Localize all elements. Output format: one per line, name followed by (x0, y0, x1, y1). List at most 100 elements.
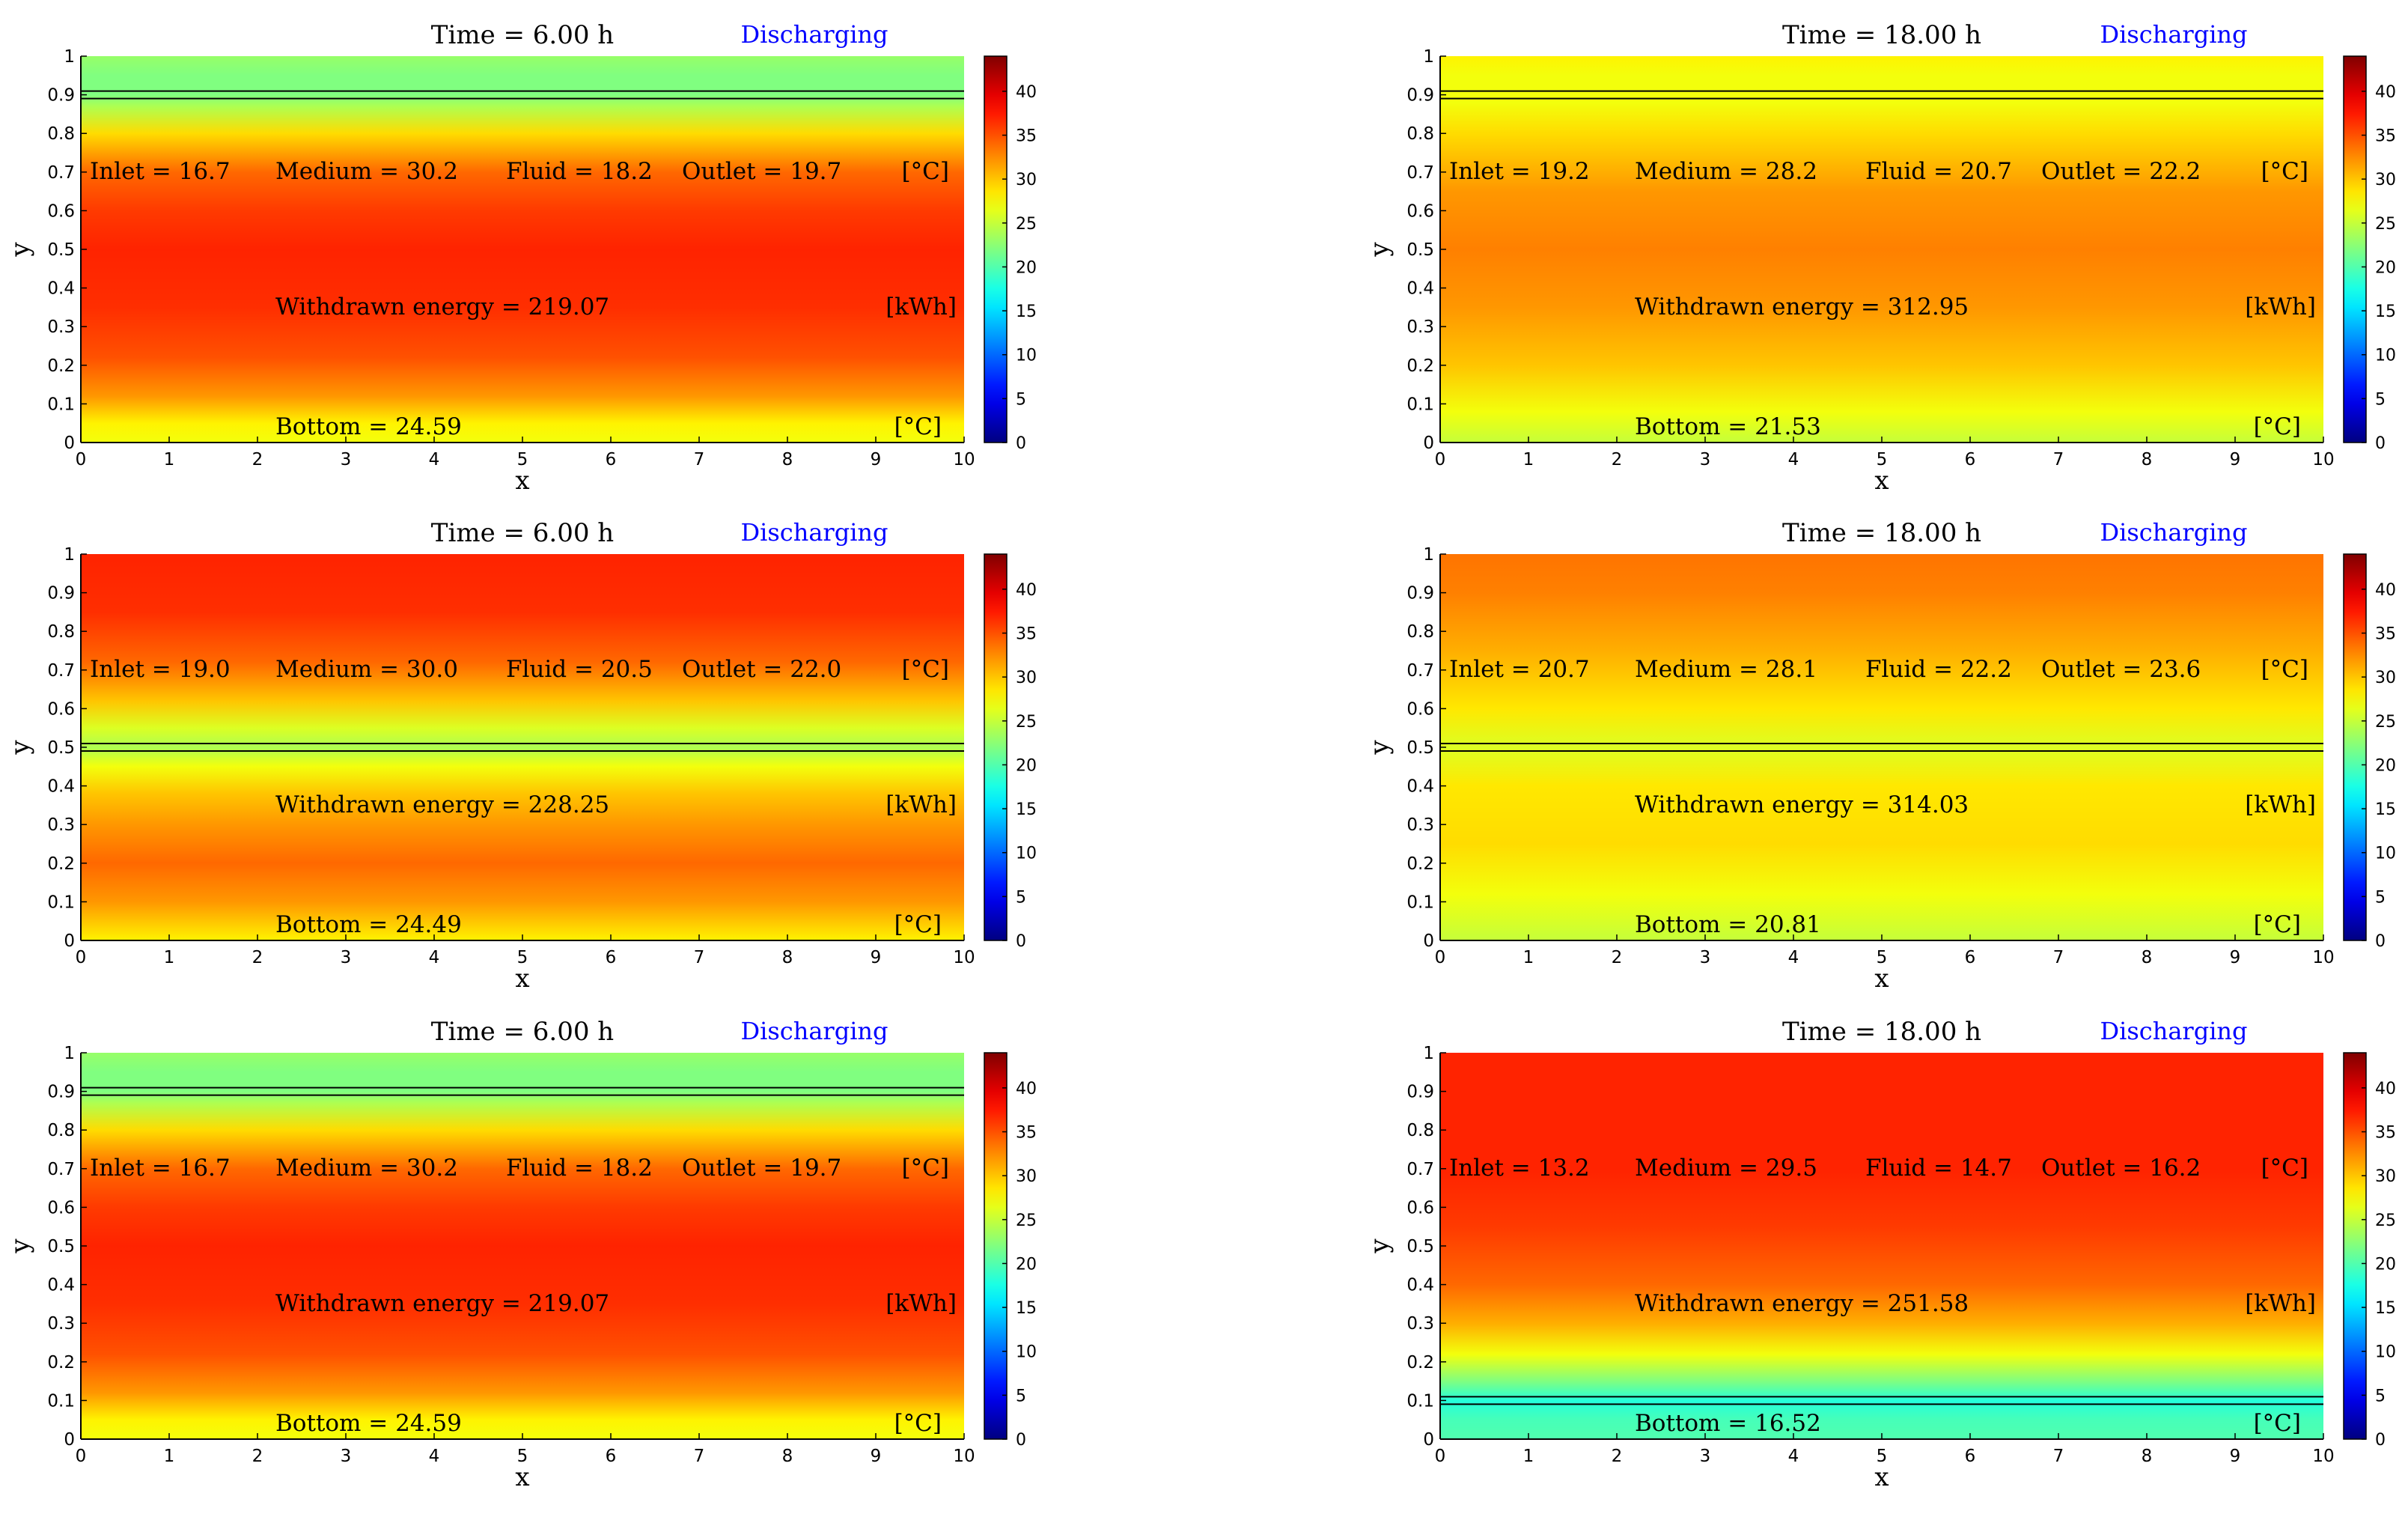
y-tick-label: 0.2 (47, 1353, 75, 1372)
x-axis-label: x (515, 1462, 529, 1492)
y-tick-label: 0.5 (47, 240, 75, 260)
colorbar-tick-label: 40 (2375, 581, 2396, 600)
colorbar-tick-label: 5 (1016, 888, 1026, 907)
panel-6: 0 1 2 3 4 5 6 7 8 9 1000.10.20.30.40.50.60.70.80.9… (1365, 1017, 2396, 1492)
x-tick-label: 5 (1877, 948, 1888, 967)
x-tick-label: 2 (1612, 948, 1623, 967)
y-axis-label: y (1365, 1238, 1394, 1254)
x-tick-label: 5 (1877, 450, 1888, 469)
energy-unit-label: [kWh] (2245, 294, 2316, 320)
mode-label: Discharging (740, 518, 888, 547)
x-tick-label: 4 (429, 450, 440, 469)
x-tick-label: 5 (517, 948, 528, 967)
y-tick-label: 1 (1423, 545, 1434, 565)
x-tick-label: 6 (606, 450, 617, 469)
x-tick-label: 0 (1435, 450, 1446, 469)
temperature-field (1440, 554, 2323, 940)
colorbar-tick-label: 0 (2375, 1431, 2386, 1450)
x-tick-label: 7 (694, 1447, 705, 1466)
panel-3: 0 1 2 3 4 5 6 7 8 9 1000.10.20.30.40.50.60.70.80.9… (5, 518, 1037, 994)
y-tick-label: 1 (1423, 47, 1434, 67)
colorbar-tick-label: 10 (1016, 845, 1037, 863)
colorbar (984, 1052, 1008, 1440)
x-tick-label: 9 (2230, 1447, 2241, 1466)
y-tick-label: 0.2 (47, 854, 75, 874)
bottom-label: Bottom = 24.59 (275, 413, 462, 440)
outlet-label: Outlet = 19.7 (682, 1155, 841, 1182)
y-tick-label: 0.4 (47, 279, 75, 299)
colorbar-tick-label: 25 (1016, 215, 1037, 234)
energy-unit-label: [kWh] (886, 1290, 957, 1317)
y-tick-label: 0.6 (47, 699, 75, 719)
colorbar-tick-label: 10 (2375, 347, 2396, 365)
panel-2: 0 1 2 3 4 5 6 7 8 9 1000.10.20.30.40.50.60.70.80.9… (1365, 20, 2396, 496)
y-tick-label: 0.6 (1406, 699, 1434, 719)
x-axis-label: x (1874, 1462, 1889, 1492)
colorbar-tick-label: 30 (2375, 1167, 2396, 1186)
x-tick-label: 8 (782, 450, 793, 469)
colorbar-tick-label: 5 (1016, 1387, 1026, 1405)
y-tick-label: 0.5 (47, 1237, 75, 1256)
x-axis-label: x (1874, 466, 1889, 496)
outlet-label: Outlet = 22.0 (682, 656, 841, 683)
x-tick-label: 9 (871, 1447, 882, 1466)
y-tick-label: 0.9 (47, 86, 75, 106)
colorbar-tick-label: 0 (1016, 932, 1026, 951)
y-tick-label: 0.3 (1406, 815, 1434, 835)
x-tick-label: 5 (1877, 1447, 1888, 1466)
x-tick-label: 7 (694, 948, 705, 967)
colorbar-tick-label: 35 (2375, 127, 2396, 146)
fluid-label: Fluid = 18.2 (506, 158, 653, 185)
colorbar-tick-label: 25 (2375, 215, 2396, 234)
colorbar-tick-label: 15 (2375, 1299, 2396, 1318)
colorbar-tick-label: 20 (2375, 756, 2396, 775)
colorbar-tick-label: 40 (1016, 83, 1037, 102)
x-tick-label: 5 (517, 1447, 528, 1466)
colorbar-tick-label: 0 (2375, 932, 2386, 951)
x-tick-label: 3 (341, 948, 352, 967)
x-tick-label: 1 (164, 450, 175, 469)
colorbar-tick-label: 30 (1016, 171, 1037, 189)
bottom-unit-label: [°C] (894, 413, 942, 440)
panel-title: Time = 18.00 h (1782, 1017, 1981, 1047)
colorbar (984, 553, 1008, 941)
x-tick-label: 3 (1700, 948, 1711, 967)
y-tick-label: 0.2 (47, 356, 75, 376)
panel-title: Time = 18.00 h (1782, 20, 1981, 50)
temp-unit-label: [°C] (902, 656, 949, 683)
y-tick-label: 0.7 (1406, 1160, 1434, 1179)
colorbar-tick-label: 25 (2375, 1211, 2396, 1230)
energy-unit-label: [kWh] (2245, 791, 2316, 818)
x-tick-label: 10 (2312, 1447, 2334, 1466)
x-tick-label: 2 (1612, 450, 1623, 469)
panel-1: 0 1 2 3 4 5 6 7 8 9 1000.10.20.30.40.50.60.70.80.9… (5, 20, 1037, 496)
medium-label: Medium = 28.2 (1635, 158, 1817, 185)
bottom-unit-label: [°C] (2254, 1410, 2301, 1437)
y-tick-label: 0.1 (1406, 395, 1434, 414)
colorbar-tick-label: 20 (1016, 756, 1037, 775)
withdrawn-energy-label: Withdrawn energy = 219.07 (275, 1290, 609, 1317)
x-tick-label: 2 (252, 948, 263, 967)
x-tick-label: 0 (1435, 1447, 1446, 1466)
y-tick-label: 0.5 (1406, 738, 1434, 758)
x-tick-label: 1 (164, 1447, 175, 1466)
x-tick-label: 7 (2053, 450, 2064, 469)
temp-unit-label: [°C] (902, 1155, 949, 1182)
colorbar-tick-label: 15 (2375, 303, 2396, 321)
temp-unit-label: [°C] (2261, 1155, 2308, 1182)
colorbar-tick-label: 20 (1016, 1255, 1037, 1274)
colorbar-tick-label: 0 (2375, 434, 2386, 453)
y-tick-label: 0.8 (47, 622, 75, 642)
y-axis-label: y (5, 740, 35, 756)
x-tick-label: 8 (2142, 1447, 2153, 1466)
y-tick-label: 0.1 (47, 1391, 75, 1411)
colorbar-tick-label: 35 (1016, 1124, 1037, 1143)
temperature-field (81, 56, 964, 443)
bottom-label: Bottom = 24.49 (275, 911, 462, 938)
panel-4: 0 1 2 3 4 5 6 7 8 9 1000.10.20.30.40.50.60.70.80.9… (1365, 518, 2396, 994)
temp-unit-label: [°C] (2261, 656, 2308, 683)
colorbar-tick-label: 30 (2375, 171, 2396, 189)
fluid-label: Fluid = 20.5 (506, 656, 653, 683)
withdrawn-energy-label: Withdrawn energy = 251.58 (1635, 1290, 1969, 1317)
x-tick-label: 9 (2230, 450, 2241, 469)
